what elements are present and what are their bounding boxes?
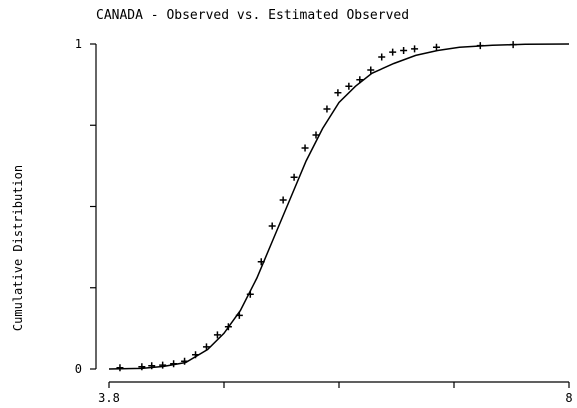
observed-point: [334, 89, 342, 97]
observed-point: [389, 48, 397, 56]
estimated-curve: [108, 43, 570, 370]
observed-point: [116, 364, 124, 372]
observed-point: [301, 144, 309, 152]
observed-point: [202, 343, 210, 351]
observed-point: [213, 331, 221, 339]
observed-point: [367, 66, 375, 74]
observed-point: [432, 43, 440, 51]
chart-title: CANADA - Observed vs. Estimated Observed: [96, 8, 409, 23]
plot-series: [108, 41, 570, 372]
observed-point: [411, 45, 419, 53]
observed-point: [345, 82, 353, 90]
observed-point: [279, 196, 287, 204]
observed-point: [378, 53, 386, 61]
observed-point: [290, 173, 298, 181]
observed-point: [400, 47, 408, 54]
x-tick-label: 3.8: [98, 391, 120, 405]
observed-point: [323, 105, 331, 113]
x-tick-label: 8: [565, 391, 572, 405]
y-axis-label: Cumulative Distribution: [11, 165, 25, 331]
observed-point: [268, 222, 276, 230]
y-tick-label: 0: [75, 362, 82, 376]
observed-point: [312, 131, 320, 139]
axis-ticks: 3.8 8 0 1: [75, 37, 573, 405]
y-tick-label: 1: [75, 37, 82, 51]
observed-point: [159, 361, 167, 369]
